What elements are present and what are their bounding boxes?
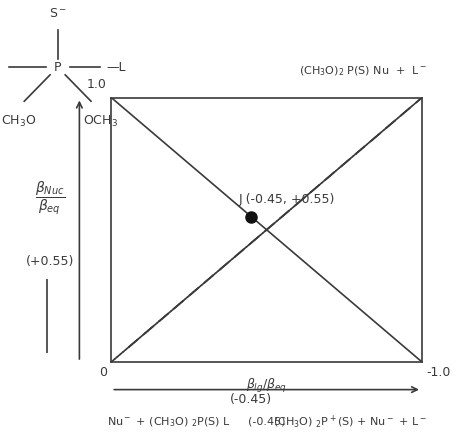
- Text: $\dfrac{\beta_{Nuc}}{\beta_{eq}}$: $\dfrac{\beta_{Nuc}}{\beta_{eq}}$: [35, 179, 65, 217]
- Text: Nu$^-$ + (CH$_3$O) $_2$P(S) L: Nu$^-$ + (CH$_3$O) $_2$P(S) L: [107, 415, 230, 428]
- Text: -1.0: -1.0: [427, 366, 451, 380]
- Text: (-0.45): (-0.45): [230, 393, 272, 406]
- Text: (CH$_3$O)$_2$ P(S) Nu  +  L$^-$: (CH$_3$O)$_2$ P(S) Nu + L$^-$: [299, 64, 427, 78]
- Text: (-0.45): (-0.45): [248, 417, 285, 427]
- Text: CH$_3$O: CH$_3$O: [0, 114, 36, 129]
- Text: OCH$_3$: OCH$_3$: [82, 114, 118, 129]
- Text: —L: —L: [106, 60, 126, 74]
- Text: 0: 0: [99, 366, 107, 379]
- Text: (CH$_3$O) $_2$P$^+$(S) + Nu$^-$ + L$^-$: (CH$_3$O) $_2$P$^+$(S) + Nu$^-$ + L$^-$: [273, 413, 427, 430]
- Text: (+0.55): (+0.55): [26, 255, 74, 268]
- Text: P: P: [54, 60, 62, 74]
- Text: S$^-$: S$^-$: [48, 7, 67, 20]
- Text: $\beta_{lg}/\beta_{eq}$: $\beta_{lg}/\beta_{eq}$: [246, 377, 287, 395]
- Text: J (-0.45, +0.55): J (-0.45, +0.55): [239, 193, 335, 206]
- Text: 1.0: 1.0: [87, 78, 107, 91]
